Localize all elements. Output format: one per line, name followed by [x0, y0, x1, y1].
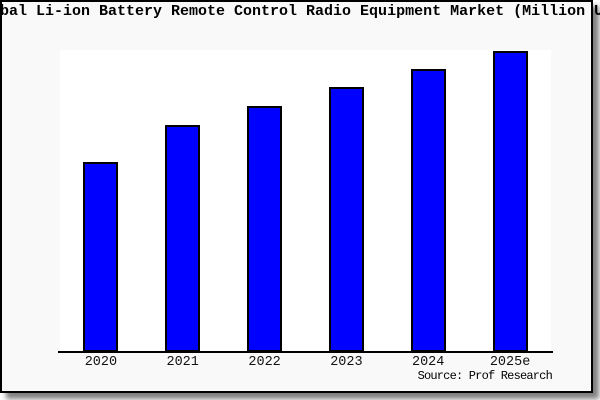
bar: [492, 51, 528, 352]
bar: [328, 87, 364, 352]
source-note: Source: Prof Research: [417, 369, 553, 383]
chart-title: bal Li-ion Battery Remote Control Radio …: [0, 3, 600, 20]
x-tick-label: 2020: [84, 355, 118, 370]
x-axis-line: [58, 351, 553, 353]
x-tick-label: 2022: [248, 355, 281, 370]
x-tick-label: 2021: [166, 355, 199, 370]
x-tick-label: 2023: [330, 355, 363, 370]
x-tick-label: 2025e: [489, 355, 531, 370]
bar: [410, 69, 446, 352]
x-tick-label: 2024: [411, 355, 445, 370]
plot-area: [60, 50, 551, 352]
bar: [165, 125, 201, 352]
bar: [247, 106, 283, 352]
bar: [83, 162, 119, 352]
